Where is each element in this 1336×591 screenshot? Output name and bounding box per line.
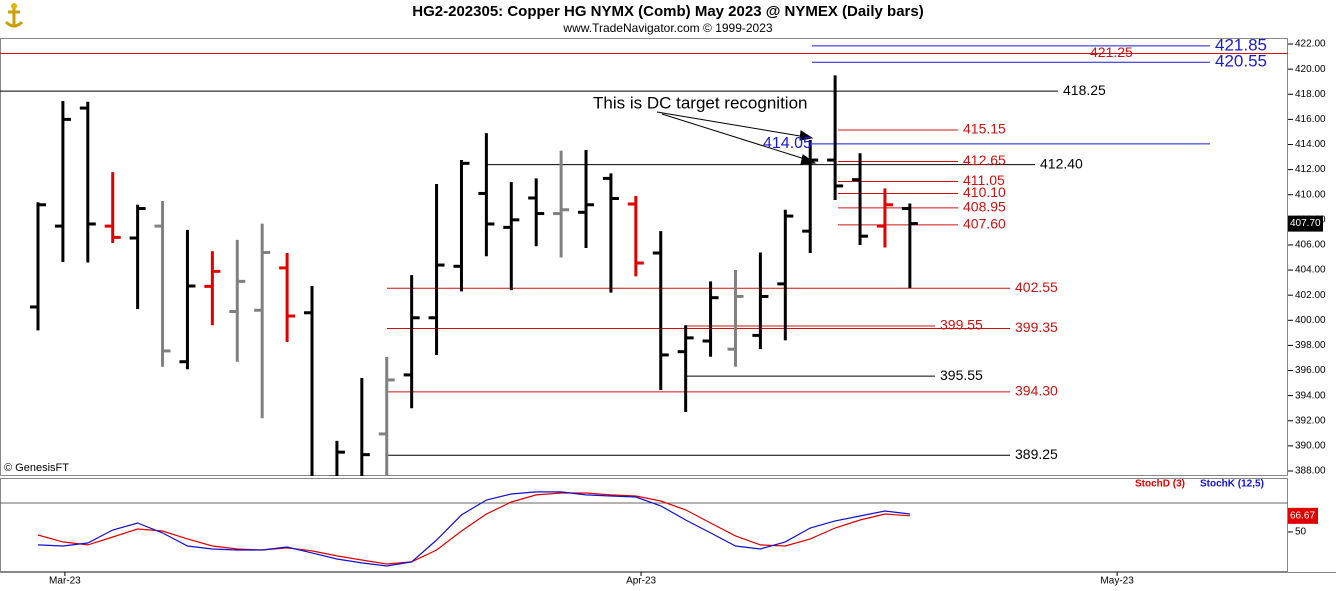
- price-bar: [677, 325, 694, 412]
- stoch-plot: [37, 491, 910, 567]
- price-panel-frame: [0, 38, 1288, 476]
- legend-entry: StochK (12,5): [1200, 479, 1264, 490]
- price-bar: [627, 195, 644, 277]
- y-tick-label: 406.00: [1295, 240, 1326, 251]
- y-tick-label: 404.00: [1295, 265, 1326, 276]
- price-bar: [503, 182, 520, 291]
- last-price-label: 407.70: [1290, 218, 1321, 229]
- watermark: © GenesisFT: [4, 462, 69, 474]
- y-tick-label: 410.00: [1295, 189, 1326, 200]
- price-bar: [79, 101, 96, 263]
- x-tick-label: May-23: [1100, 576, 1134, 587]
- y-tick-label: 416.00: [1295, 114, 1326, 125]
- price-bar: [553, 150, 570, 258]
- price-bar: [29, 202, 46, 331]
- price-plot: [0, 45, 1288, 476]
- price-bar: [777, 209, 794, 341]
- stoch-line: [37, 491, 910, 567]
- last-stoch-label: 66.67: [1290, 510, 1315, 521]
- price-bar: [229, 239, 246, 362]
- y-tick-label: 402.00: [1295, 290, 1326, 301]
- x-tick-label: Apr-23: [626, 576, 656, 587]
- level-label: 418.25: [1063, 82, 1106, 98]
- last-price-box: [1288, 215, 1323, 232]
- price-bar: [129, 204, 146, 309]
- legend-entry: StochD (3): [1135, 479, 1185, 490]
- level-label: 389.25: [1015, 446, 1058, 462]
- price-bar: [802, 139, 819, 253]
- y-tick-label: 414.00: [1295, 139, 1326, 150]
- y-tick-label: 398.00: [1295, 340, 1326, 351]
- price-bar: [528, 178, 545, 247]
- chart-subtitle: www.TradeNavigator.com © 1999-2023: [562, 21, 772, 35]
- price-bar: [428, 184, 445, 355]
- level-label: 407.60: [963, 216, 1006, 232]
- level-label: 411.05: [963, 172, 1005, 188]
- level-label: 414.05: [763, 135, 812, 152]
- price-bar: [478, 133, 495, 257]
- level-label: 399.35: [1015, 319, 1058, 335]
- price-bar: [453, 160, 470, 292]
- chart-title: HG2-202305: Copper HG NYMX (Comb) May 20…: [412, 3, 923, 20]
- annotation: This is DC target recognition: [593, 93, 807, 112]
- y-tick-label: 420.00: [1295, 64, 1326, 75]
- price-bar: [304, 286, 314, 476]
- level-label: 415.15: [963, 121, 1006, 137]
- stoch-panel-frame: [0, 478, 1288, 572]
- stoch-line: [37, 492, 910, 565]
- price-bar: [827, 75, 844, 200]
- price-bar: [403, 275, 420, 409]
- y-tick-label: 396.00: [1295, 365, 1326, 376]
- y-tick-label: 418.00: [1295, 89, 1326, 100]
- level-label: 395.55: [940, 367, 983, 383]
- price-bar: [179, 229, 196, 370]
- price-bar: [104, 172, 121, 244]
- level-label: 420.55: [1215, 52, 1267, 71]
- level-label: 402.55: [1015, 279, 1058, 295]
- price-bar: [702, 281, 719, 357]
- logo: [4, 3, 24, 28]
- price-bar: [901, 203, 918, 289]
- price-bar: [154, 200, 171, 367]
- price-bar: [578, 150, 595, 248]
- price-bar: [852, 153, 869, 245]
- y-tick-label: 392.00: [1295, 415, 1326, 426]
- y-tick-label: 390.00: [1295, 441, 1326, 452]
- price-bar: [602, 173, 619, 293]
- price-bar: [727, 270, 744, 367]
- price-bar: [752, 252, 769, 350]
- y-tick-label: 50: [1295, 527, 1307, 538]
- price-bar: [54, 101, 71, 263]
- price-bar: [360, 378, 370, 476]
- level-label: 394.30: [1015, 383, 1058, 399]
- level-label: 412.65: [963, 152, 1006, 168]
- price-bar: [652, 231, 669, 390]
- price-bar: [378, 356, 395, 476]
- last-stoch-box: [1288, 507, 1318, 524]
- y-tick-label: 422.00: [1295, 39, 1326, 50]
- level-label: 412.40: [1040, 155, 1083, 171]
- price-bar: [279, 252, 296, 343]
- level-label: 421.85: [1215, 35, 1267, 54]
- level-label: 399.55: [940, 317, 983, 333]
- y-tick-label: 394.00: [1295, 390, 1326, 401]
- price-bar: [204, 251, 221, 326]
- x-tick-label: Mar-23: [49, 576, 81, 587]
- price-bar: [328, 440, 345, 476]
- y-tick-label: 412.00: [1295, 164, 1326, 175]
- price-bar: [254, 223, 271, 419]
- y-tick-label: 388.00: [1295, 466, 1326, 477]
- y-tick-label: 400.00: [1295, 315, 1326, 326]
- price-bar: [876, 188, 893, 248]
- level-label: 421.25: [1090, 44, 1133, 60]
- level-label: 410.10: [963, 184, 1006, 200]
- axes: 388.00 390.00 392.00 394.00 396.00 398.00 400.…: [49, 35, 1326, 586]
- level-label: 408.95: [963, 199, 1006, 215]
